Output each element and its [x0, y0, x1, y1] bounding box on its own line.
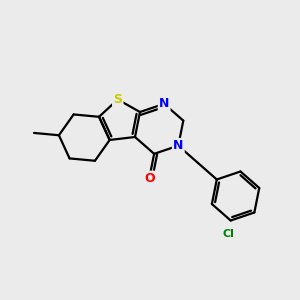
- Text: N: N: [159, 97, 169, 110]
- Text: N: N: [173, 139, 184, 152]
- Text: S: S: [113, 93, 122, 106]
- Text: O: O: [144, 172, 154, 185]
- Text: Cl: Cl: [222, 229, 234, 239]
